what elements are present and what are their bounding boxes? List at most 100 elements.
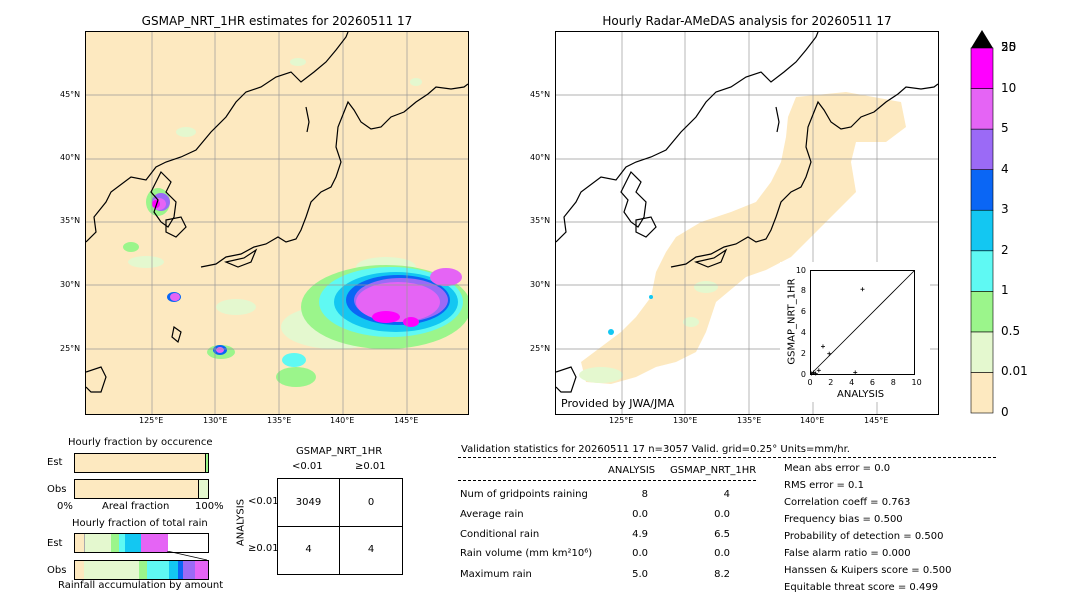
total-rain-obs-label: Obs [47, 565, 67, 576]
colorbar-level-label: 1 [1001, 283, 1009, 298]
right-map-coastlines [556, 32, 938, 393]
occurrence-axis-label: Areal fraction [102, 501, 170, 512]
scatter-y-tick: 8 [800, 286, 806, 296]
occurrence-obs-bar [74, 479, 209, 499]
colorbar-segment [970, 291, 994, 333]
occurrence-title: Hourly fraction by occurence [68, 437, 213, 448]
contingency-cell-miss: 4 [305, 544, 312, 555]
score-pod: Probability of detection = 0.500 [784, 531, 944, 542]
validation-row-label: Average rain [460, 509, 524, 520]
colorbar-level-label: 25 [1001, 40, 1017, 54]
right-lon-140: 140°E [800, 416, 825, 425]
score-correlation: Correlation coeff = 0.763 [784, 497, 911, 508]
right-lat-25: 25°N [530, 344, 551, 353]
left-lat-45: 45°N [60, 90, 81, 99]
radar-credit: Provided by JWA/JMA [561, 397, 675, 410]
validation-header: Validation statistics for 20260511 17 n=… [461, 444, 850, 455]
validation-row-label: Conditional rain [460, 529, 540, 540]
right-map [555, 31, 939, 415]
total-rain-obs-bar [74, 560, 209, 580]
score-rmse: RMS error = 0.1 [784, 480, 864, 491]
contingency-grid: 3049 0 4 4 [277, 478, 403, 575]
validation-row-analysis: 0.0 [632, 509, 648, 520]
left-map [85, 31, 469, 415]
right-map-title: Hourly Radar-AMeDAS analysis for 2026051… [602, 14, 892, 28]
total-rain-title: Hourly fraction of total rain [72, 518, 208, 529]
right-lat-40: 40°N [530, 153, 551, 162]
colorbar-level-label: 2 [1001, 242, 1009, 257]
occurrence-axis-right: 100% [195, 501, 224, 512]
scatter-plot [810, 270, 915, 376]
colorbar-level-label: 50 [1001, 40, 1017, 54]
colorbar-segment [970, 372, 994, 414]
validation-row-analysis: 5.0 [632, 569, 648, 580]
scatter-y-ticks: 0 2 4 6 8 10 [790, 264, 808, 379]
left-map-title: GSMAP_NRT_1HR estimates for 20260511 17 [141, 14, 413, 28]
left-lat-35: 35°N [60, 216, 81, 225]
right-lat-30: 30°N [530, 280, 551, 289]
validation-row-label: Rain volume (mm km²10⁶) [460, 548, 593, 559]
scatter-x-tick: 4 [849, 378, 855, 387]
scatter-diagonal [810, 270, 915, 375]
validation-row-label: Num of gridpoints raining [460, 489, 588, 500]
scatter-y-tick: 10 [795, 265, 806, 275]
scatter-y-tick: 0 [800, 369, 806, 379]
scatter-x-tick: 6 [869, 378, 875, 387]
left-lon-125: 125°E [139, 416, 164, 425]
left-lon-130: 130°E [203, 416, 228, 425]
right-lat-35: 35°N [530, 216, 551, 225]
total-rain-est-label: Est [47, 538, 63, 549]
colorbar-segment [970, 169, 994, 211]
occurrence-est-label: Est [47, 457, 63, 468]
validation-row-gsmap: 6.5 [714, 529, 730, 540]
contingency-cell-false-alarm: 0 [367, 497, 375, 508]
right-map-canvas [556, 32, 938, 414]
validation-row-gsmap: 0.0 [714, 548, 730, 559]
scatter-y-tick: 2 [800, 348, 806, 358]
colorbar-segment [970, 128, 994, 170]
left-lon-145: 145°E [394, 416, 419, 425]
colorbar-segment [970, 88, 994, 130]
validation-row-gsmap: 0.0 [714, 509, 730, 520]
total-rain-est-bar [74, 533, 209, 553]
validation-row-gsmap: 4 [723, 489, 730, 500]
scatter-x-ticks: 0 2 4 6 8 10 [800, 378, 930, 390]
scatter-point [827, 351, 832, 356]
scatter-point [853, 370, 858, 375]
score-ets: Equitable threat score = 0.499 [784, 582, 939, 593]
validation-row-label: Maximum rain [460, 569, 532, 580]
contingency-col-ge: ≥0.01 [355, 461, 386, 472]
scatter-x-tick: 0 [807, 378, 813, 387]
colorbar-level-label: 0 [1001, 405, 1009, 419]
left-lon-140: 140°E [330, 416, 355, 425]
scatter-x-tick: 2 [828, 378, 834, 387]
contingency-title: GSMAP_NRT_1HR [296, 446, 383, 457]
scatter-point [811, 370, 816, 375]
colorbar-level-label: 4 [1001, 161, 1009, 176]
colorbar-level-label: 3 [1001, 202, 1009, 217]
colorbar-segment [970, 47, 994, 89]
radar-moderate-rain [608, 295, 653, 335]
colorbar-segment [970, 331, 994, 373]
total-rain-footer: Rainfall accumulation by amount [58, 580, 224, 591]
total-rain-connector [166, 551, 208, 561]
occurrence-obs-label: Obs [47, 484, 67, 495]
colorbar-extend-arrow [971, 30, 993, 48]
left-lat-30: 30°N [60, 280, 81, 289]
left-map-canvas [86, 32, 468, 414]
colorbar-level-label: 0.01 [1001, 364, 1028, 379]
validation-row-analysis: 4.9 [632, 529, 648, 540]
right-lon-130: 130°E [673, 416, 698, 425]
left-lat-40: 40°N [60, 153, 81, 162]
right-lon-145: 145°E [864, 416, 889, 425]
score-mae: Mean abs error = 0.0 [784, 463, 891, 474]
scatter-x-tick: 10 [911, 378, 922, 387]
scatter-ylabel: GSMAP_NRT_1HR [786, 278, 798, 365]
left-map-grid [86, 32, 468, 414]
contingency-row-lt: <0.01 [248, 496, 279, 507]
score-hk: Hanssen & Kuipers score = 0.500 [784, 565, 952, 576]
right-lat-45: 45°N [530, 90, 551, 99]
scatter-point [810, 371, 814, 376]
occurrence-axis-left: 0% [57, 501, 73, 512]
radar-coverage [581, 92, 906, 384]
